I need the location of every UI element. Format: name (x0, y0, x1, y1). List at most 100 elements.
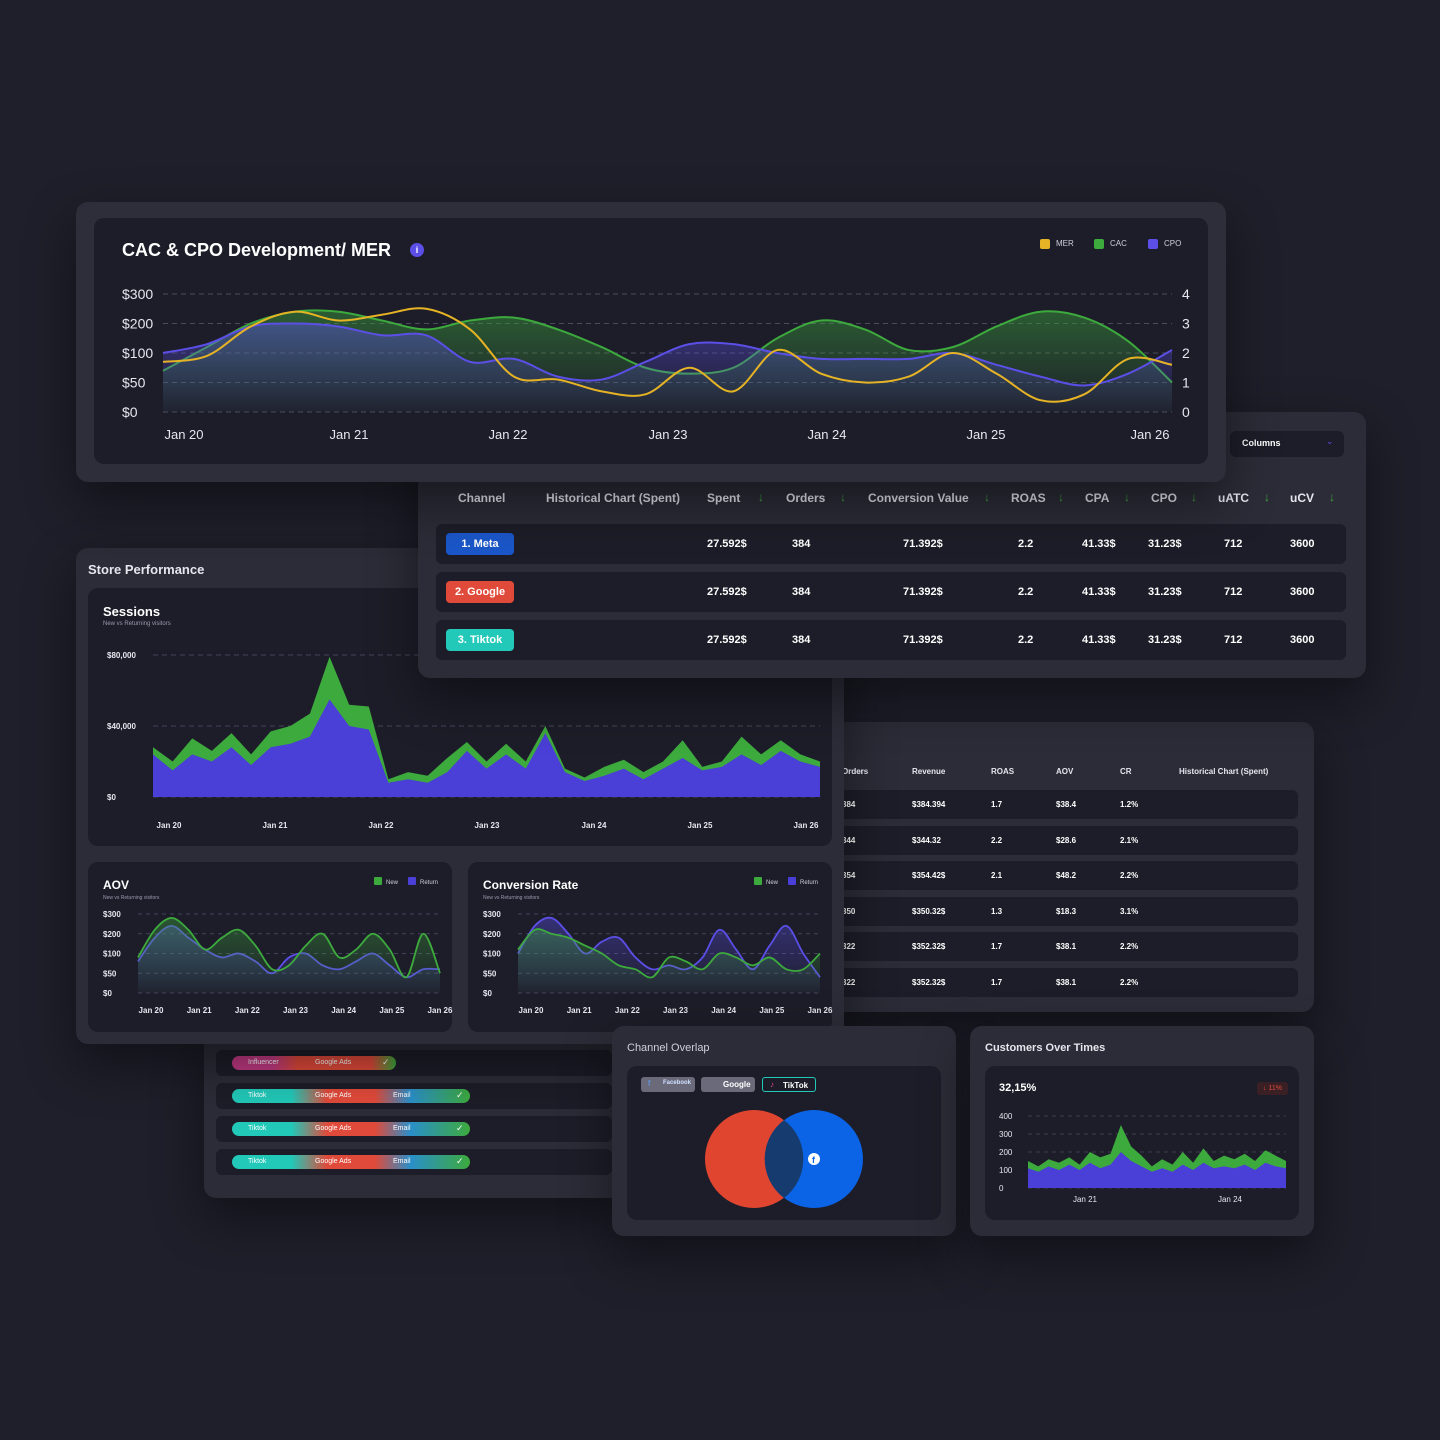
table-row[interactable] (436, 620, 1346, 660)
column-header-3[interactable]: Orders (786, 491, 826, 505)
attribution-path[interactable] (232, 1089, 470, 1103)
channel-badge[interactable]: 2. Google (446, 581, 514, 603)
y-tick-label: $0 (103, 989, 112, 998)
revenue-row[interactable] (830, 932, 1298, 961)
check-circle-icon: ✓ (382, 1057, 390, 1067)
column-header-7[interactable]: CPO (1151, 491, 1178, 505)
x-tick-label: Jan 24 (711, 1006, 736, 1015)
column-header-5[interactable]: ROAS (1011, 491, 1046, 505)
legend-swatch (408, 877, 416, 885)
cell-roas: 2.2 (1018, 634, 1034, 646)
x-tick-label: Jan 26 (808, 1006, 833, 1015)
sessions-title: Sessions (103, 604, 161, 619)
table-row[interactable] (436, 572, 1346, 612)
column-header-1[interactable]: Historical Chart (Spent) (546, 491, 681, 505)
channel-badge[interactable]: 3. Tiktok (446, 629, 514, 651)
aov-title: AOV (103, 878, 130, 892)
sort-arrow-icon[interactable]: ↓ (1264, 490, 1270, 504)
x-tick-label: Jan 21 (263, 821, 288, 830)
overlap-tab-label: Facebook (663, 1080, 692, 1086)
revenue-header-0[interactable]: Orders (842, 767, 869, 776)
sort-arrow-icon[interactable]: ↓ (1191, 490, 1197, 504)
column-header-0[interactable]: Channel (458, 491, 506, 505)
conversion-rate-title: Conversion Rate (483, 878, 579, 892)
y-right-tick-label: 4 (1182, 286, 1190, 302)
channel-badge[interactable]: 1. Meta (446, 533, 514, 555)
attribution-path[interactable] (232, 1122, 470, 1136)
revenue-row[interactable] (830, 967, 1298, 997)
sort-arrow-icon[interactable]: ↓ (1058, 490, 1064, 504)
revenue-cell: 354 (842, 871, 856, 880)
y-tick-label: $0 (107, 793, 116, 802)
x-tick-label: Jan 22 (615, 1006, 640, 1015)
y-tick-label: $80,000 (107, 651, 136, 660)
attribution-path[interactable] (232, 1056, 396, 1070)
sort-arrow-icon[interactable]: ↓ (1329, 490, 1335, 504)
y-left-tick-label: $0 (122, 404, 138, 420)
y-tick-label: $100 (483, 950, 501, 959)
revenue-cell: 1.7 (991, 977, 1003, 987)
sort-arrow-icon[interactable]: ↓ (1124, 490, 1130, 504)
cell-cpa: 41.33$ (1082, 538, 1116, 550)
y-tick-label: $300 (103, 910, 121, 919)
cell-roas: 2.2 (1018, 538, 1034, 550)
revenue-header-1[interactable]: Revenue (912, 767, 946, 776)
legend-swatch-cac (1094, 239, 1104, 249)
x-tick-label: Jan 23 (475, 821, 500, 830)
customers-change-badge: ↓ 11% (1257, 1082, 1288, 1095)
y-tick-label: 300 (999, 1130, 1013, 1139)
x-tick-label: Jan 25 (379, 1006, 404, 1015)
x-tick-label: Jan 24 (1218, 1195, 1243, 1204)
area (138, 917, 440, 993)
revenue-cell: $384.394 (912, 800, 946, 809)
revenue-cell: $352.32$ (912, 942, 946, 951)
cell-spent: 27.592$ (707, 538, 747, 550)
overlap-tab-tiktok[interactable]: TikTok ♪ (762, 1077, 816, 1092)
revenue-cell: 2.2% (1120, 977, 1139, 987)
overlap-tab-facebook[interactable]: Facebook f (641, 1077, 695, 1092)
x-tick-label: Jan 26 (428, 1006, 453, 1015)
path-step-c: Email (393, 1125, 411, 1132)
sort-arrow-icon[interactable]: ↓ (840, 490, 846, 504)
legend-label: Return (420, 880, 438, 886)
y-tick-label: 400 (999, 1112, 1013, 1121)
revenue-header-4[interactable]: CR (1120, 767, 1132, 776)
sessions-subtitle: New vs Returning visitors (103, 621, 171, 627)
revenue-row[interactable] (830, 790, 1298, 819)
column-header-6[interactable]: CPA (1085, 491, 1110, 505)
x-tick-label: Jan 23 (283, 1006, 308, 1015)
path-step-a: Tiktok (248, 1125, 267, 1132)
revenue-row[interactable] (830, 861, 1298, 890)
revenue-cell: $28.6 (1056, 835, 1077, 845)
sessions-area-1 (153, 699, 820, 797)
attribution-path[interactable] (232, 1155, 470, 1169)
x-tick-label: Jan 20 (139, 1006, 164, 1015)
cell-spent: 27.592$ (707, 586, 747, 598)
column-header-9[interactable]: uCV (1290, 491, 1314, 505)
path-step-b: Google Ads (315, 1092, 352, 1099)
table-row[interactable] (436, 524, 1346, 564)
sort-arrow-icon[interactable]: ↓ (758, 490, 764, 504)
column-header-4[interactable]: Conversion Value (868, 491, 969, 505)
revenue-row[interactable] (830, 825, 1298, 855)
cac-title: CAC & CPO Development/ MER (122, 240, 392, 260)
revenue-header-2[interactable]: ROAS (991, 767, 1015, 776)
path-step-b: Google Ads (315, 1059, 352, 1066)
revenue-header-3[interactable]: AOV (1056, 767, 1074, 776)
overlap-tab-label: TikTok (783, 1081, 809, 1090)
x-tick-label: Jan 21 (1073, 1195, 1098, 1204)
y-right-tick-label: 3 (1182, 316, 1190, 332)
sort-arrow-icon[interactable]: ↓ (984, 490, 990, 504)
column-header-2[interactable]: Spent (707, 491, 741, 505)
revenue-header-5[interactable]: Historical Chart (Spent) (1179, 767, 1269, 776)
info-icon[interactable]: i (410, 243, 424, 257)
cell-spent: 27.592$ (707, 634, 747, 646)
cell-conv_value: 71.392$ (903, 634, 943, 646)
columns-dropdown[interactable]: Columns ⌄ (1230, 431, 1344, 457)
x-tick-label: Jan 20 (519, 1006, 544, 1015)
revenue-cell: $352.32$ (912, 977, 946, 987)
overlap-tab-google[interactable]: Google (701, 1077, 755, 1092)
revenue-row[interactable] (830, 896, 1298, 926)
column-header-8[interactable]: uATC (1218, 491, 1250, 505)
